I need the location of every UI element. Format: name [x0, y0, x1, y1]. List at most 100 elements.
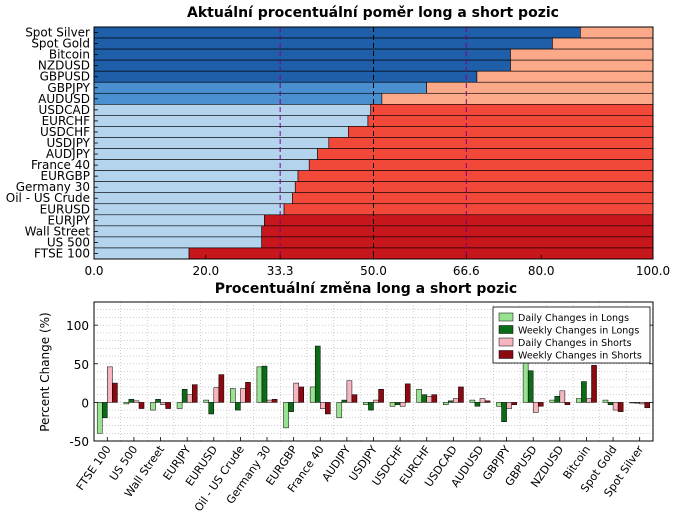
- short-bar: [426, 81, 654, 94]
- change-bar: [602, 399, 609, 403]
- change-bar: [586, 398, 592, 403]
- ratio-chart: Aktuální procentuální poměr long a short…: [6, 5, 670, 278]
- long-bar: [93, 104, 372, 116]
- change-y-tick-label: -50: [69, 435, 89, 449]
- change-bar: [96, 402, 103, 434]
- change-legend: Daily Changes in Longs Weekly Changes in …: [492, 306, 651, 364]
- change-bar: [128, 399, 135, 403]
- change-bar: [123, 402, 130, 405]
- ratio-category-label: Wall Street: [25, 224, 91, 238]
- short-bar: [381, 92, 654, 105]
- change-y-tick-label: 0: [81, 396, 89, 410]
- short-bar: [261, 225, 654, 238]
- change-bar: [511, 402, 517, 405]
- ratio-category-label: France 40: [31, 158, 90, 172]
- change-bar: [634, 402, 640, 404]
- ratio-category-label: EURCHF: [42, 114, 91, 128]
- long-bar: [93, 192, 293, 205]
- change-bar: [160, 402, 166, 405]
- long-bar: [93, 148, 318, 160]
- change-bar: [496, 402, 502, 407]
- short-bar: [317, 148, 654, 160]
- change-bar: [293, 382, 299, 403]
- change-bar: [271, 399, 278, 403]
- change-bar: [186, 394, 193, 403]
- long-bar: [93, 70, 478, 83]
- ratio-category-label: Germany 30: [16, 180, 90, 194]
- change-bar: [208, 402, 215, 415]
- change-bar: [469, 399, 476, 403]
- long-bar: [93, 214, 265, 227]
- short-bar: [580, 26, 654, 39]
- change-bar: [138, 402, 145, 409]
- short-bar: [370, 104, 654, 116]
- change-bar: [399, 402, 406, 407]
- change-bar: [506, 402, 512, 409]
- change-bar: [133, 400, 140, 403]
- ratio-category-label: AUDJPY: [46, 147, 91, 161]
- long-bar: [93, 203, 285, 216]
- change-bar: [235, 402, 241, 411]
- change-category-label: FTSE 100: [74, 443, 114, 492]
- long-bar: [93, 181, 296, 194]
- short-bar: [264, 214, 654, 227]
- short-bar: [294, 181, 654, 194]
- change-bar: [559, 390, 566, 403]
- change-bar: [549, 399, 556, 403]
- ratio-category-label: NZDUSD: [38, 59, 90, 73]
- change-bar: [453, 398, 459, 403]
- long-bar: [93, 37, 553, 50]
- change-bar: [165, 402, 171, 409]
- change-bar: [538, 402, 544, 407]
- change-y-tick-label: 100: [66, 319, 89, 333]
- change-bar: [176, 402, 183, 409]
- short-bar: [510, 48, 654, 61]
- change-bar: [288, 402, 294, 412]
- legend-entry-label: Weekly Changes in Shorts: [518, 351, 642, 362]
- change-bar: [431, 394, 438, 403]
- change-bar: [522, 357, 529, 403]
- short-bar: [308, 159, 654, 171]
- long-bar: [93, 126, 349, 138]
- short-bar: [328, 137, 654, 149]
- ratio-category-label: USDCAD: [39, 103, 90, 117]
- change-bar: [325, 402, 331, 415]
- long-bar: [93, 48, 511, 61]
- change-bar: [421, 394, 427, 403]
- ratio-category-label: Spot Gold: [31, 37, 90, 51]
- ratio-x-ticks: 0.0 20.0 33.3 50.0 66.6 80.0 100.0: [84, 255, 670, 278]
- change-bar: [576, 398, 582, 403]
- long-bar: [93, 81, 427, 94]
- legend-box: [492, 306, 651, 364]
- ratio-category-label: GBPJPY: [47, 81, 90, 95]
- ratio-category-label: AUDUSD: [38, 92, 90, 106]
- change-bar: [320, 402, 326, 409]
- change-bar: [501, 402, 507, 422]
- change-bar: [218, 374, 225, 403]
- ratio-category-label: GBPUSD: [40, 70, 90, 84]
- change-bar: [341, 399, 348, 403]
- ratio-x-tick-label: 20.0: [192, 264, 219, 278]
- ratio-category-label: US 500: [47, 235, 90, 249]
- change-bar: [155, 399, 161, 403]
- change-bar: [394, 402, 401, 405]
- legend-entry-label: Daily Changes in Shorts: [518, 338, 632, 349]
- long-bar: [93, 225, 262, 238]
- ratio-category-label: Bitcoin: [49, 48, 90, 62]
- change-bar: [532, 402, 539, 413]
- ratio-category-label: EURUSD: [40, 202, 90, 216]
- ratio-category-label: USDCHF: [40, 125, 90, 139]
- change-bar: [245, 382, 251, 403]
- ratio-x-tick-label: 0.0: [84, 264, 103, 278]
- long-bar: [93, 247, 190, 260]
- short-bar: [297, 170, 654, 182]
- change-bar: [150, 402, 156, 411]
- change-bar: [261, 365, 268, 403]
- change-bar: [581, 381, 587, 403]
- change-bar: [617, 402, 624, 412]
- short-bar: [510, 59, 654, 72]
- short-bar: [367, 115, 654, 127]
